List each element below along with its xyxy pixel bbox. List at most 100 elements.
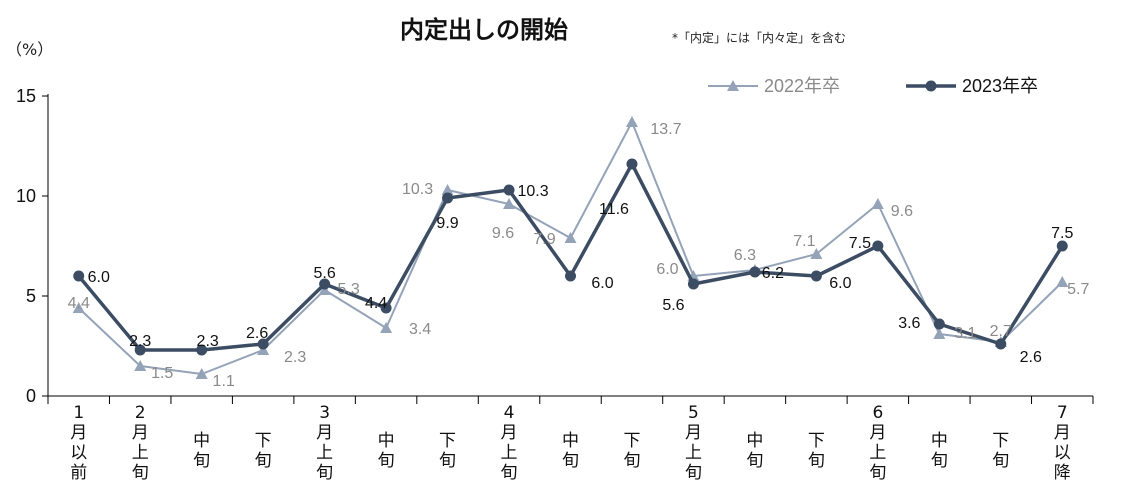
data-label-2023: 9.9 [436,215,458,232]
data-label-2022: 6.3 [734,247,756,264]
point-2022 [933,328,946,339]
x-tick-char: 旬 [685,463,702,483]
data-label-2023: 4.4 [365,295,387,312]
x-tick-char: 中 [378,431,395,451]
x-tick-char: 旬 [992,451,1009,471]
x-tick-char: 下 [255,431,272,451]
x-tick-char: 中 [562,431,579,451]
x-tick-char: 2 [135,403,146,423]
x-tick-char: 月 [501,423,518,443]
data-label-2022: 9.6 [891,203,913,220]
data-label-2022: 2.3 [284,349,306,366]
chart-subtitle: *「内定」には「内々定」を含む [672,30,846,45]
legend-item-2022: 2022年卒 [708,76,840,96]
x-tick-char: 旬 [193,451,210,471]
point-2022 [134,360,147,371]
point-2023 [380,302,392,314]
point-2023 [319,278,331,290]
x-tick-char: 中 [193,431,210,451]
data-label-2022: 3.4 [409,321,431,338]
point-2023 [1056,240,1068,252]
x-tick-label: 下旬 [992,431,1009,471]
data-label-2023: 6.0 [829,275,851,292]
point-2023 [872,240,884,252]
x-tick-char: 旬 [501,463,518,483]
point-2023 [442,192,454,204]
data-label-2022: 2.7 [990,323,1012,340]
x-tick-char: 中 [931,431,948,451]
x-tick-label: 中旬 [746,431,763,471]
data-label-2022: 7.9 [533,231,555,248]
data-label-2023: 11.6 [599,201,629,218]
data-label-2023: 2.6 [246,325,268,342]
point-2023 [626,158,638,170]
point-2022 [195,368,208,379]
point-2023 [565,270,576,282]
x-tick-char: 月 [869,423,886,443]
x-tick-label: 下旬 [623,431,640,471]
x-tick-char: 7 [1057,403,1068,423]
point-2023 [196,344,208,356]
data-label-2022: 1.1 [213,373,235,390]
point-2022 [810,248,823,259]
data-label-2022: 9.6 [492,225,514,242]
x-tick-char: 旬 [255,451,272,471]
data-label-2022: 6.0 [656,261,678,278]
legend-marker [727,80,739,91]
x-tick-char: 月 [132,423,149,443]
point-2022 [564,232,577,243]
legend-label: 2023年卒 [962,76,1038,96]
x-tick-char: 月 [70,423,87,443]
legend-item-2023: 2023年卒 [906,76,1038,96]
data-label-2022: 10.3 [402,181,433,198]
point-2022 [441,184,454,195]
point-2023 [257,338,269,350]
point-2023 [810,270,822,282]
x-tick-char: 上 [316,443,333,463]
data-label-2023: 2.3 [129,333,151,350]
point-2022 [503,198,516,209]
legend: 2022年卒 2023年卒 [708,76,1038,96]
y-tick-label: 5 [26,286,36,306]
data-label-2023: 5.6 [662,297,684,314]
x-tick-char: 旬 [869,463,886,483]
y-tick-label: 0 [26,386,36,406]
x-tick-label: 中旬 [378,431,395,471]
x-tick-char: 4 [504,403,515,423]
data-label-2022: 13.7 [650,121,681,138]
data-label-2023: 6.0 [591,275,613,292]
data-label-2022: 7.1 [793,233,815,250]
legend-marker [925,80,937,92]
x-tick-label: 中旬 [562,431,579,471]
x-tick-char: 旬 [132,463,149,483]
x-tick-char: 旬 [316,463,333,483]
x-tick-char: 上 [501,443,518,463]
point-2022 [871,198,884,209]
x-tick-label: 下旬 [439,431,456,471]
x-tick-char: 月 [316,423,333,443]
point-2023 [134,344,146,356]
data-label-2023: 2.6 [1020,349,1042,366]
data-labels: 4.4 1.5 1.1 2.3 5.3 3.4 10.3 9.6 7.9 13.7 6.0 6.3 7.… [68,121,1090,390]
x-tick-char: 下 [623,431,640,451]
data-label-2023: 3.6 [898,315,920,332]
point-2022 [1056,276,1069,287]
x-tick-label: 中旬 [931,431,948,471]
axes: 0510151月以前2月上旬中旬下旬3月上旬中旬下旬4月上旬中旬下旬5月上旬中旬… [16,86,1094,483]
x-tick-char: 1 [73,403,84,423]
point-2023 [933,318,945,330]
data-label-2023: 5.6 [313,265,335,282]
chart-title: 内定出しの開始 [400,16,568,44]
x-tick-char: 旬 [378,451,395,471]
y-axis-unit: （%） [6,40,53,59]
data-label-2023: 2.3 [197,333,219,350]
y-tick-label: 15 [16,86,36,106]
x-tick-char: 3 [319,403,330,423]
x-tick-char: 以 [70,443,87,463]
data-label-2023: 6.0 [88,269,110,286]
x-tick-label: 下旬 [808,431,825,471]
